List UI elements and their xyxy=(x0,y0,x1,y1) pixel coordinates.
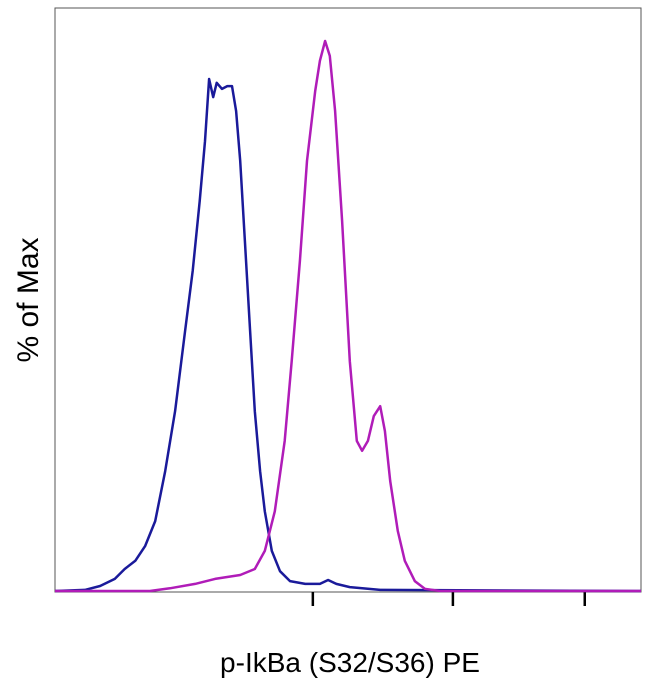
histogram-line xyxy=(54,77,642,593)
x-axis-label: p-IkBa (S32/S36) PE xyxy=(220,647,480,678)
y-axis-label: % of Max xyxy=(12,237,45,362)
histogram-line xyxy=(55,39,641,593)
plot-frame xyxy=(54,7,642,593)
